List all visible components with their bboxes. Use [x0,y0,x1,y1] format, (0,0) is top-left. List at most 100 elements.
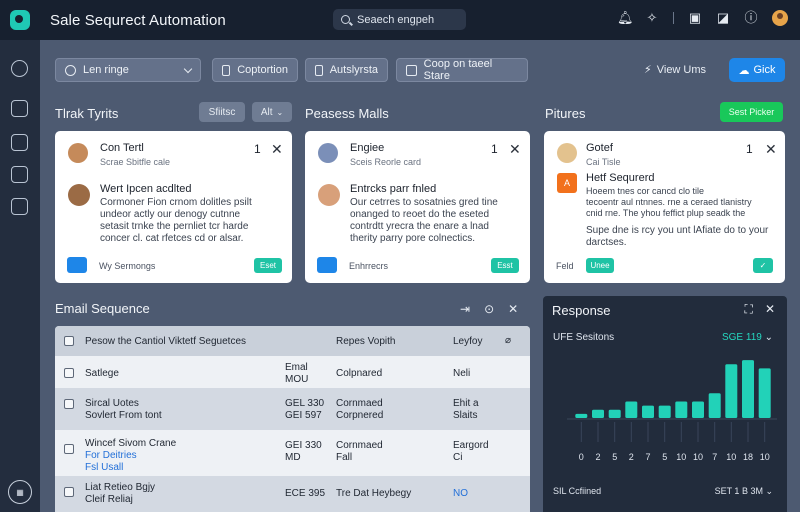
briefcase-icon[interactable]: ▣ [688,10,702,25]
row-checkbox[interactable] [64,444,74,454]
user-menu-icon[interactable]: ▦ [8,480,32,504]
process-title: Peasess Malls [305,106,389,121]
app-logo[interactable] [0,0,40,40]
extra-line: Eargord [453,440,489,451]
chart-bar[interactable] [675,401,688,419]
bell-icon[interactable]: 🔔︎ [617,10,634,25]
table-row[interactable]: Satlege Emal MOU Colpnared Neli [55,356,530,388]
chart-icon[interactable] [11,134,28,151]
chart-bar[interactable] [742,360,754,418]
chart-bar[interactable] [725,364,738,418]
tick-label: 10 [693,452,703,462]
check-button[interactable]: ✓ [753,258,773,273]
view-link[interactable]: ⚡︎ View Ums [644,63,706,77]
calendar-icon [406,64,417,76]
close-icon[interactable]: ✕ [508,302,519,316]
pin-icon[interactable]: ⌀ [505,335,512,346]
table-row[interactable]: Liat Retieo Bgjy Cleif Reliaj ECE 395 Tre… [55,476,530,512]
table-row[interactable]: Wincef Sivom Crane For Deitries Fsl Usall … [55,430,530,476]
chart-bar[interactable] [592,409,604,418]
tick-label: 5 [612,452,617,462]
row-extra: Ehit a Slaits [453,398,479,422]
response-chart: 0 2 5 2 7 5 10 10 7 10 18 10 [567,360,777,462]
row-link[interactable]: For Deitries [85,450,137,461]
chat-icon[interactable] [67,257,87,273]
message-link[interactable]: Supe dne is rcy you unt lAfiate do to yo… [586,225,778,249]
card-subtitle: Sceis Reorle card [350,157,422,167]
chart-bar[interactable] [642,405,654,418]
row-checkbox[interactable] [64,368,74,378]
list-icon[interactable] [11,166,28,183]
gear-icon[interactable] [11,60,28,77]
card-footer-text: Feld [556,261,574,271]
row-checkbox[interactable] [64,487,74,497]
body-line: setasit trnke the pernliet tcr harde [100,221,249,232]
chart-bar[interactable] [608,409,621,418]
chart-bar[interactable] [658,405,671,418]
expand-icon[interactable]: ⛶ [744,302,753,316]
chat-icon[interactable] [317,257,337,273]
coop-button[interactable]: Coop on taeel Stare [396,58,528,82]
add-button[interactable]: ☁︎ Gick [729,58,785,82]
card-name: Gotef [586,142,613,154]
close-icon[interactable]: ✕ [765,141,777,157]
picture-card[interactable]: Gotef Cai Tisle 1 ✕ A Hetf Sequrerd Hoee… [544,131,785,283]
settings-icon[interactable]: ◪ [716,10,730,25]
chart-bar[interactable] [758,368,771,418]
body-line: therity parry pore colnectics. [350,233,476,244]
chart-bar[interactable] [625,401,638,419]
chevron-down-icon: ⌄ [764,332,773,343]
picker-button[interactable]: Sest Picker [720,102,783,122]
search-box[interactable] [333,9,466,30]
table-row[interactable]: Sircal Uotes Sovlert From tont GEL 330 GEI… [55,388,530,430]
chart-bar[interactable] [575,413,588,418]
row-checkbox[interactable] [64,399,74,409]
link-line: darctses. [586,237,627,248]
name-line: Sircal Uotes [85,398,139,409]
refresh-icon[interactable]: ⊙ [484,302,495,316]
pictures-title: Pitures [545,106,586,121]
message-body: Our cetrres to sosatnies gred tine onang… [350,197,525,245]
filter-select[interactable]: Len ringe [55,58,201,82]
coptortion-button[interactable]: Coptortion [212,58,298,82]
tick-label: 10 [676,452,686,462]
tick-label: 7 [645,452,650,462]
autslyrsta-button[interactable]: Autslyrsta [305,58,388,82]
row-link[interactable]: Fsl Usall [85,462,124,473]
coop-label: Coop on taeel Stare [423,58,493,82]
body-line: onanged to reoet do the eseted [350,209,490,220]
chart-bar[interactable] [708,393,721,418]
tick-label: 10 [760,452,770,462]
row-extra[interactable]: NO [453,488,468,499]
process-card[interactable]: Engiee Sceis Reorle card 1 ✕ Entrcks par… [305,131,530,283]
tick-label: 10 [726,452,736,462]
message-body: Hoeem tnes cor cancd clo tile tecoentr a… [586,186,778,219]
card-action-button[interactable]: Esst [491,258,519,273]
document-icon[interactable] [11,198,28,215]
all-chip[interactable]: Alt ⌄ [252,102,292,122]
code-line: Emal [285,362,308,373]
puzzle-icon[interactable]: ✧ [646,10,658,25]
close-icon[interactable]: ✕ [764,302,775,316]
card-secondary-button[interactable]: Unee [586,258,614,273]
pin-icon[interactable]: ⇥ [460,302,471,316]
response-footer-right-text: SET 1 B 3M [714,486,763,496]
autslyrsta-label: Autslyrsta [329,64,378,76]
card-action-button[interactable]: Eset [254,258,282,273]
user-avatar[interactable] [772,10,788,26]
filter-chip[interactable]: Sfiitsc [199,102,245,122]
card-subtitle: Scrae Sbitfle cale [100,157,171,167]
lightning-icon: ⚡︎ [644,64,652,76]
email-table: Pesow the Cantiol Viktetf Seguetces Repe… [55,326,530,512]
close-icon[interactable]: ✕ [271,141,283,157]
help-icon[interactable]: ⓘ [744,10,758,25]
close-icon[interactable]: ✕ [509,141,521,157]
code-line: MD [285,452,301,463]
chart-bar[interactable] [692,401,704,419]
filter-chip-label: Sfiitsc [208,106,236,118]
building-icon[interactable] [11,100,28,117]
search-input[interactable] [357,13,457,26]
task-card[interactable]: Con Tertl Scrae Sbitfle cale 1 ✕ Wert Ip… [55,131,292,283]
select-all-checkbox[interactable] [64,336,74,346]
add-label: Gick [753,64,776,76]
